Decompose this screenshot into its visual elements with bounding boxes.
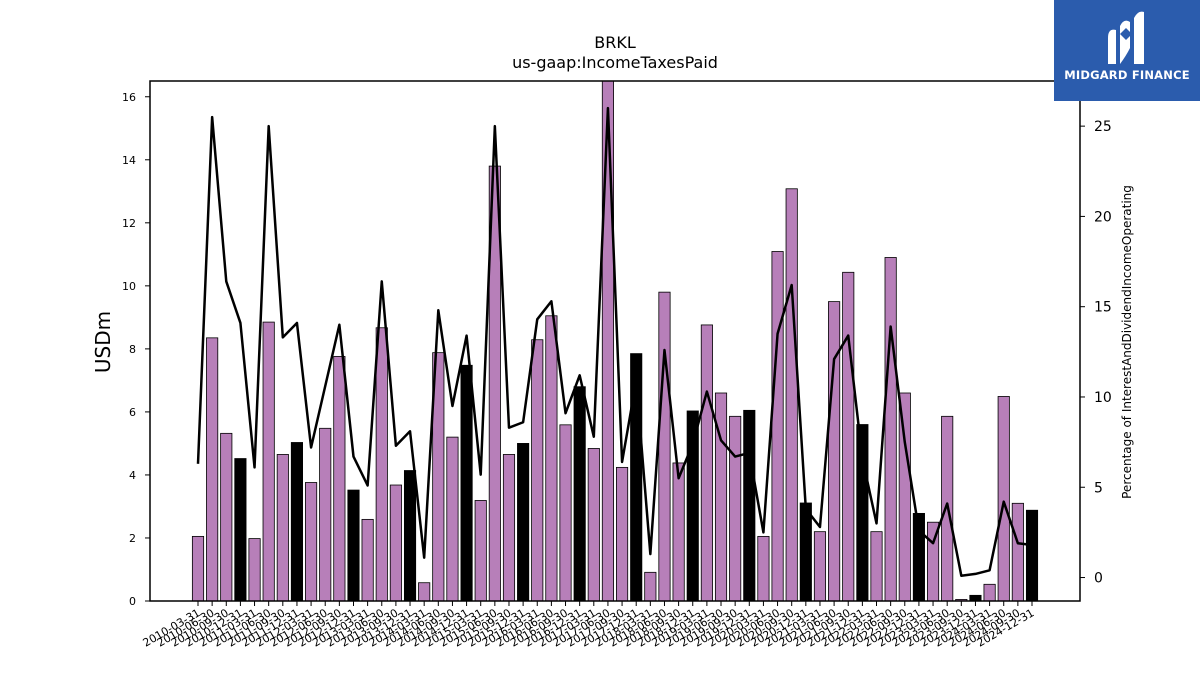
bar — [502, 454, 516, 602]
left-tick-label: 14 — [122, 154, 136, 167]
bar — [601, 80, 614, 602]
bar — [672, 462, 685, 602]
bar — [276, 454, 289, 602]
x-axis: 2010-03-312010-06-302010-09-302010-12-31… — [141, 601, 1037, 650]
left-tick-label: 4 — [129, 469, 136, 482]
bar — [729, 415, 742, 602]
right-tick-label: 20 — [1094, 209, 1112, 225]
brand-logo: MIDGARD FINANCE — [1054, 0, 1200, 101]
bar — [799, 502, 812, 602]
left-tick-label: 2 — [129, 532, 136, 545]
bar — [347, 489, 360, 602]
bar — [517, 443, 530, 602]
bar — [446, 436, 459, 602]
bar — [700, 324, 713, 602]
left-tick-label: 12 — [122, 217, 136, 230]
bar — [531, 339, 544, 602]
bar — [842, 271, 855, 602]
bar — [813, 531, 827, 602]
bar — [1025, 509, 1039, 602]
bar — [361, 518, 374, 602]
bar — [884, 257, 897, 602]
bar — [545, 315, 558, 602]
left-tick-label: 16 — [122, 91, 136, 104]
y-axis-label-left: USDm — [91, 311, 115, 373]
bar — [785, 188, 798, 602]
series-line — [196, 106, 1033, 577]
bar — [333, 356, 346, 602]
bar — [616, 466, 629, 602]
bar — [305, 482, 318, 602]
bar — [573, 386, 586, 602]
midgard-logo-icon — [1108, 11, 1144, 65]
bar — [757, 535, 770, 602]
bar — [828, 301, 841, 602]
right-tick-label: 5 — [1094, 480, 1103, 496]
right-tick-label: 0 — [1094, 571, 1103, 587]
bar — [290, 442, 304, 602]
bar — [870, 531, 883, 602]
left-tick-label: 0 — [129, 595, 136, 608]
bar — [375, 327, 388, 602]
y-axis-label-right: Percentage of InterestAndDividendIncomeO… — [1120, 185, 1134, 499]
bar — [389, 484, 402, 602]
bar — [969, 594, 982, 602]
bar — [644, 571, 657, 602]
bar — [771, 251, 784, 602]
bar — [262, 321, 275, 602]
right-tick-label: 10 — [1094, 390, 1112, 406]
right-tick-label: 25 — [1094, 119, 1112, 135]
bar-series — [191, 80, 1039, 602]
bar — [403, 470, 417, 602]
bar — [658, 291, 671, 602]
plot-frame — [149, 80, 1081, 602]
bar — [220, 432, 233, 602]
left-tick-label: 10 — [122, 280, 136, 293]
right-tick-label: 15 — [1094, 300, 1112, 316]
bar — [206, 337, 219, 602]
bar — [587, 448, 600, 602]
bar — [898, 392, 911, 602]
bar — [418, 582, 431, 602]
left-axis: 0 2 4 6 8 10 12 14 16 — [122, 91, 150, 608]
bar — [1011, 502, 1024, 602]
left-tick-label: 8 — [129, 343, 136, 356]
bar — [474, 500, 487, 602]
bar — [319, 427, 332, 602]
bar — [983, 583, 996, 602]
bar — [248, 538, 261, 602]
bar — [191, 535, 205, 602]
line-series — [196, 106, 1033, 577]
bar — [234, 458, 247, 602]
bar — [743, 409, 756, 602]
brand-logo-text: MIDGARD FINANCE — [1064, 68, 1190, 82]
chart-title: BRKL — [594, 33, 636, 52]
left-tick-label: 6 — [129, 406, 136, 419]
bar — [460, 364, 473, 602]
bar — [997, 396, 1010, 602]
right-axis: 0 5 10 15 20 25 — [1080, 119, 1112, 587]
bar — [559, 424, 572, 602]
chart-subtitle: us-gaap:IncomeTaxesPaid — [512, 53, 718, 72]
